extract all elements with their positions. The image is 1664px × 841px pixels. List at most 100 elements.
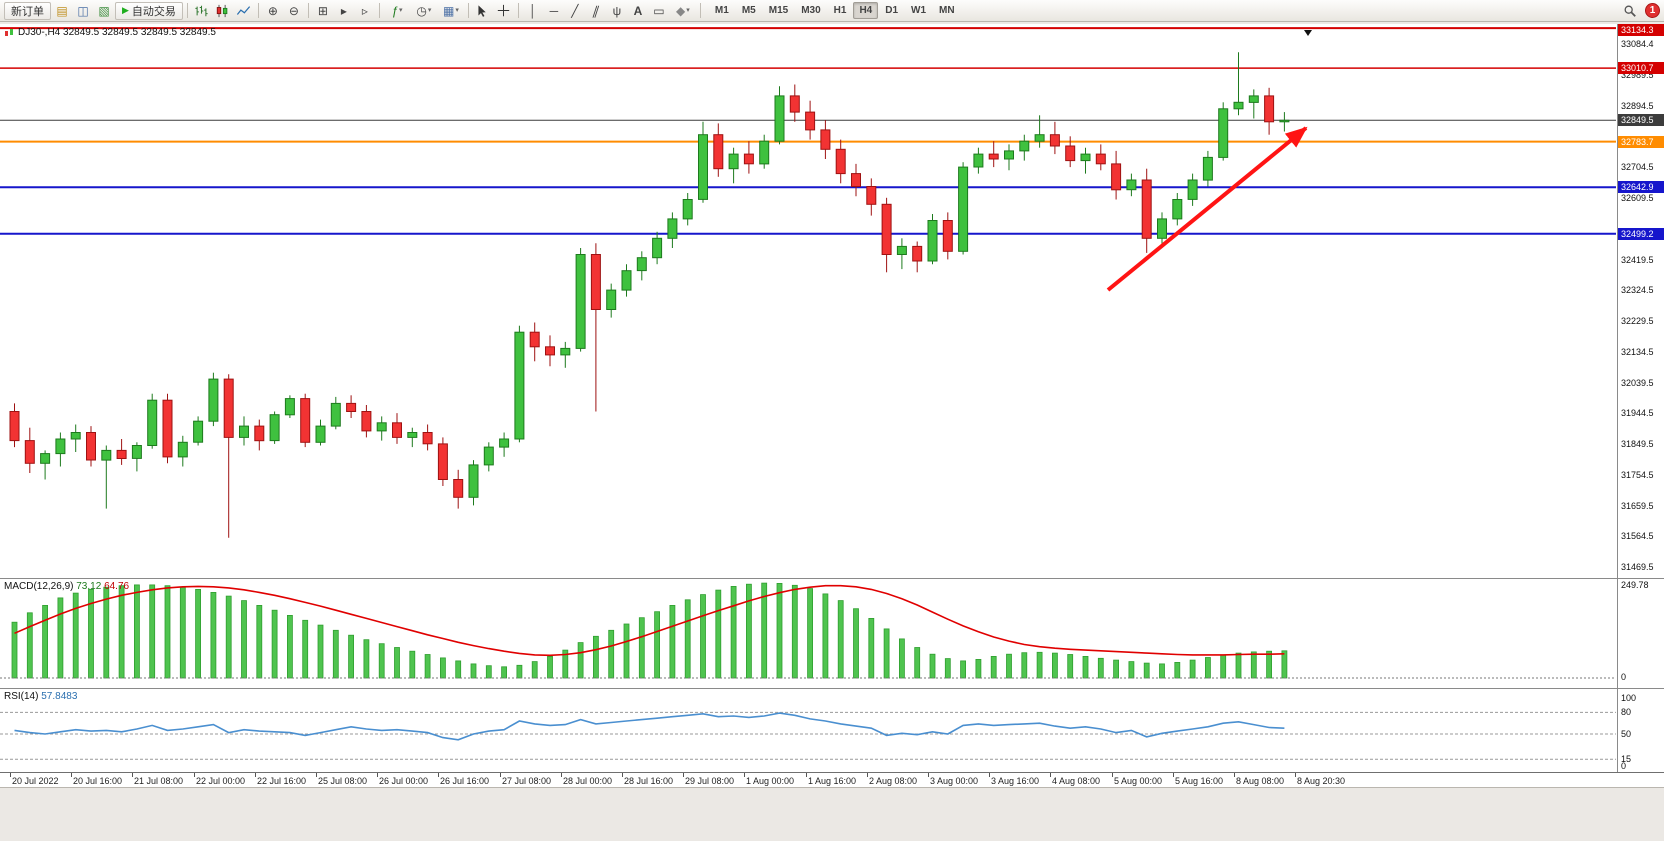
vertical-line-tool-icon[interactable]: │ [529, 3, 537, 18]
timeframe-h4[interactable]: H4 [853, 2, 879, 19]
price-axis-label: 32989.5 [1621, 69, 1654, 80]
macd-canvas[interactable] [0, 579, 1616, 688]
price-axis-label: 31849.5 [1621, 439, 1654, 450]
time-axis-label: 3 Aug 16:00 [991, 776, 1040, 786]
rsi-axis-label: 15 [1621, 754, 1632, 765]
auto-trading-button[interactable]: ▶ 自动交易 [115, 1, 183, 20]
candlestick-icon[interactable] [213, 2, 233, 20]
time-axis-label: 8 Aug 08:00 [1236, 776, 1285, 786]
crosshair-tool-icon[interactable] [494, 2, 514, 20]
search-icon[interactable] [1620, 2, 1640, 20]
fibonacci-tool-icon[interactable]: ψ [612, 3, 622, 18]
chevron-down-icon: ▾ [399, 7, 403, 14]
time-axis[interactable]: 20 Jul 2022 20 Jul 16:00 21 Jul 08:00 22 Ju… [0, 772, 1664, 787]
macd-plot[interactable]: MACD(12,26,9) 73.12 64.76 [0, 579, 1616, 688]
toolbar-separator [517, 3, 519, 18]
toolbar-separator [186, 3, 188, 18]
time-tick [561, 773, 562, 777]
templates-button[interactable]: ▦ ▾ [438, 2, 464, 20]
time-tick [1112, 773, 1113, 777]
timeframe-m30[interactable]: M30 [801, 5, 821, 16]
macd-value-signal: 64.76 [104, 581, 130, 592]
chart-title-text: DJ30-,H4 32849.5 32849.5 32849.5 32849.5 [18, 27, 216, 38]
chart-window: DJ30-,H4 32849.5 32849.5 32849.5 32849.5… [0, 24, 1664, 787]
price-axis[interactable]: 33084.4 32989.5 32894.5 32704.5 32609.5 32419… [1617, 24, 1664, 578]
cursor-tool-icon[interactable] [473, 2, 493, 20]
notification-badge[interactable]: 1 [1645, 3, 1660, 18]
price-axis-label: 31944.5 [1621, 408, 1654, 419]
price-level-badge: 33134.3 [1618, 24, 1664, 36]
market-watch-icon[interactable]: ▤ [56, 3, 68, 18]
rsi-axis[interactable]: 100 80 50 15 0 [1617, 689, 1664, 772]
time-tick [622, 773, 623, 777]
price-axis-label: 31469.5 [1621, 562, 1654, 573]
chart-title: DJ30-,H4 32849.5 32849.5 32849.5 32849.5 [4, 27, 216, 38]
price-axis-label: 32894.5 [1621, 100, 1654, 111]
shapes-button[interactable]: ◆ ▾ [670, 2, 696, 20]
toolbar-separator [257, 3, 259, 18]
price-axis-label: 31754.5 [1621, 469, 1654, 480]
timeframe-mn[interactable]: MN [939, 5, 955, 16]
tile-windows-icon[interactable]: ⊞ [317, 3, 328, 18]
macd-axis[interactable]: 249.78 0 [1617, 579, 1664, 688]
rsi-canvas[interactable] [0, 689, 1616, 772]
indicators-button[interactable]: ƒ ▾ [384, 2, 410, 20]
label-tool-icon[interactable]: ▭ [653, 3, 665, 18]
periods-icon: ◷ [416, 3, 427, 18]
time-tick [1050, 773, 1051, 777]
toolbar-separator [307, 3, 309, 18]
price-axis-label: 32704.5 [1621, 162, 1654, 173]
time-axis-label: 1 Aug 00:00 [746, 776, 795, 786]
time-tick [194, 773, 195, 777]
indicators-icon: ƒ [391, 3, 398, 18]
price-level-badge: 32499.2 [1618, 227, 1664, 240]
time-axis-label: 28 Jul 16:00 [624, 776, 674, 786]
price-pane: DJ30-,H4 32849.5 32849.5 32849.5 32849.5… [0, 24, 1664, 578]
time-axis-label: 25 Jul 08:00 [318, 776, 368, 786]
timeframe-m5[interactable]: M5 [741, 5, 756, 16]
periods-button[interactable]: ◷ ▾ [411, 2, 437, 20]
horizontal-line-tool-icon[interactable]: ─ [549, 3, 559, 18]
macd-value-main: 73.12 [76, 581, 102, 592]
zoom-in-icon[interactable]: ⊕ [267, 3, 278, 18]
timeframe-w1[interactable]: W1 [911, 5, 927, 16]
time-tick [10, 773, 11, 777]
auto-scroll-icon[interactable]: ▸ [340, 3, 347, 18]
price-axis-label: 32419.5 [1621, 254, 1654, 265]
channel-tool-icon[interactable]: ∥ [590, 3, 602, 18]
time-axis-label: 28 Jul 00:00 [563, 776, 613, 786]
timeframe-d1[interactable]: D1 [885, 5, 899, 16]
zoom-out-icon[interactable]: ⊖ [288, 3, 299, 18]
timeframe-m1[interactable]: M1 [714, 5, 729, 16]
timeframe-group: M1 M5 M15 M30 H1 H4 D1 W1 MN [709, 2, 961, 19]
chevron-down-icon: ▾ [686, 7, 690, 14]
time-axis-label: 22 Jul 00:00 [196, 776, 246, 786]
time-axis-label: 20 Jul 16:00 [73, 776, 123, 786]
new-order-button[interactable]: 新订单 [4, 1, 51, 20]
text-tool-icon[interactable]: A [633, 3, 643, 18]
trendline-tool-icon[interactable]: ╱ [571, 3, 579, 18]
line-chart-icon[interactable] [234, 2, 254, 20]
time-tick [377, 773, 378, 777]
navigator-icon[interactable]: ▧ [98, 3, 110, 18]
price-level-badge: 32849.5 [1618, 114, 1664, 127]
chart-shift-icon[interactable]: ▹ [361, 3, 368, 18]
price-axis-label: 33084.4 [1621, 39, 1654, 50]
rsi-value: 57.8483 [41, 691, 78, 702]
price-plot[interactable]: DJ30-,H4 32849.5 32849.5 32849.5 32849.5 [0, 24, 1616, 578]
time-axis-label: 26 Jul 16:00 [440, 776, 490, 786]
timeframe-h1[interactable]: H1 [833, 5, 847, 16]
data-window-icon[interactable]: ◫ [77, 3, 89, 18]
toolbar-separator [467, 3, 469, 18]
macd-pane: MACD(12,26,9) 73.12 64.76 249.78 0 [0, 578, 1664, 688]
time-tick [132, 773, 133, 777]
price-axis-label: 32134.5 [1621, 346, 1654, 357]
time-tick [928, 773, 929, 777]
rsi-plot[interactable]: RSI(14) 57.8483 [0, 689, 1616, 772]
price-canvas[interactable] [0, 24, 1616, 578]
timeframe-m15[interactable]: M15 [768, 5, 789, 16]
time-axis-label: 1 Aug 16:00 [808, 776, 857, 786]
time-tick [867, 773, 868, 777]
bar-chart-icon[interactable] [192, 2, 212, 20]
price-axis-label: 32324.5 [1621, 285, 1654, 296]
